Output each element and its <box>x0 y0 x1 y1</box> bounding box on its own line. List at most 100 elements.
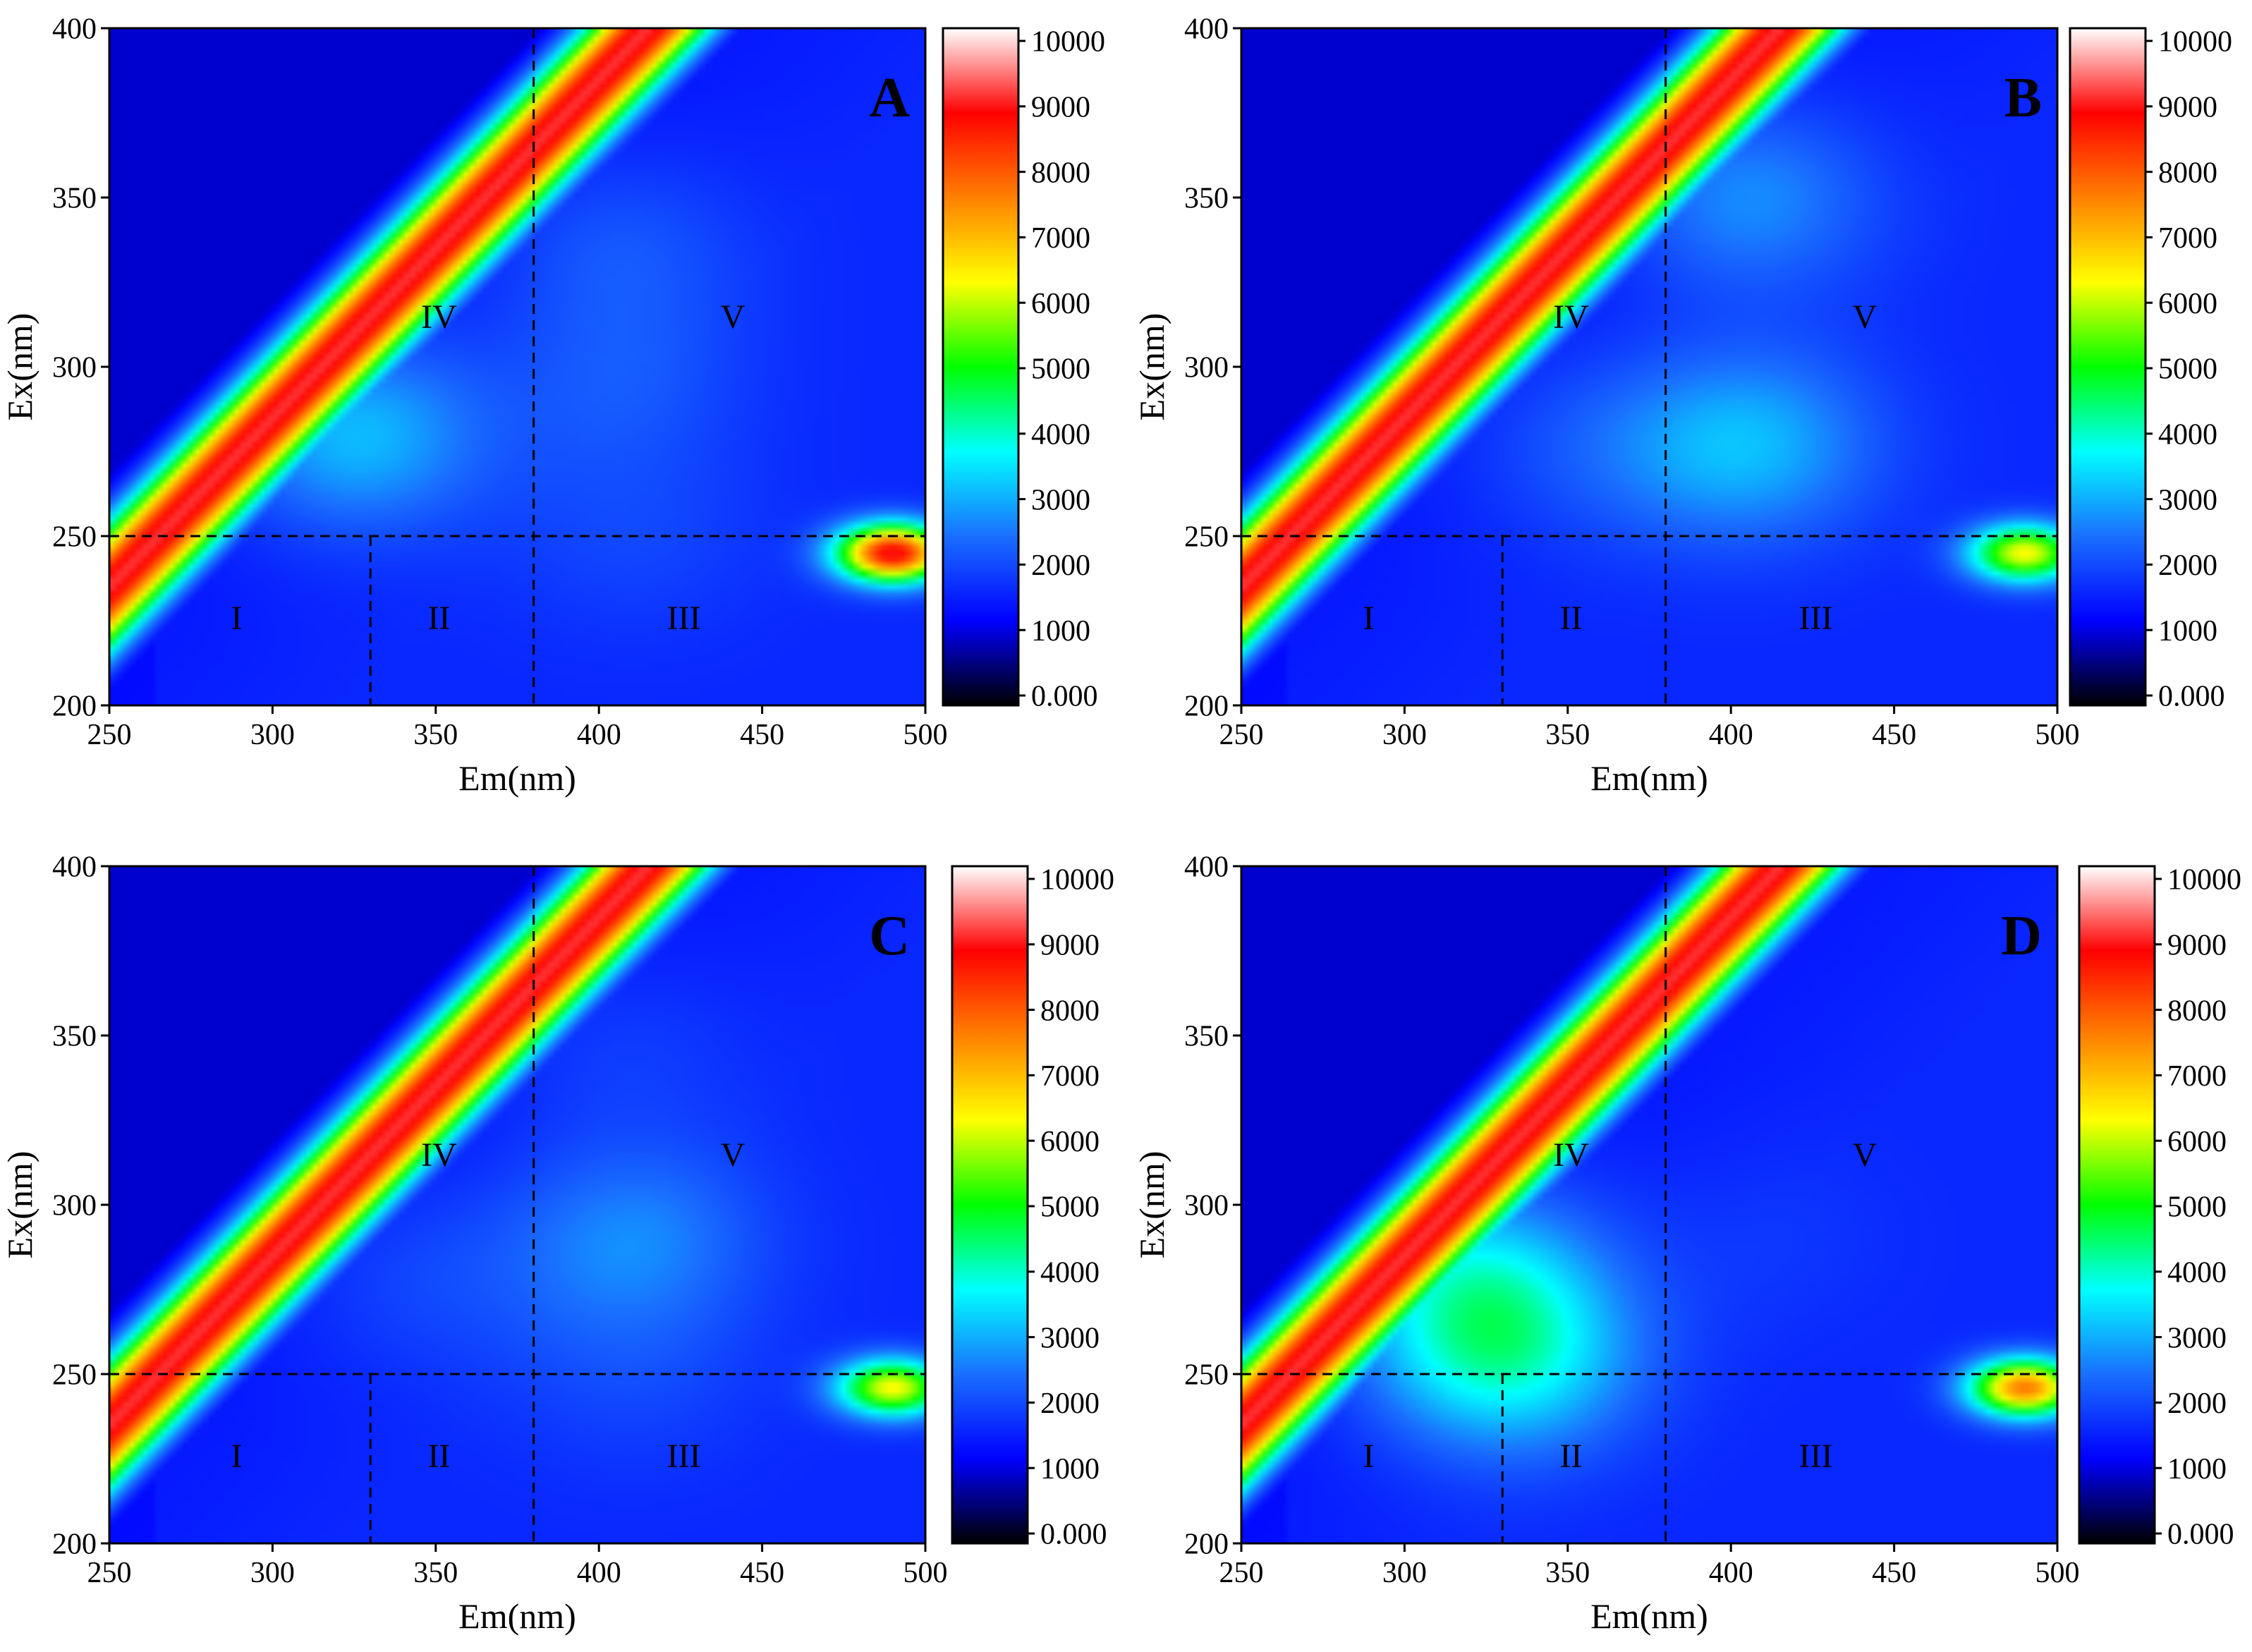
colorbar-tick-label: 8000 <box>2158 157 2217 189</box>
colorbar-tick-label: 6000 <box>1040 1126 1100 1158</box>
x-tick-label: 450 <box>740 719 784 751</box>
region-label-IV: IV <box>1553 1136 1589 1174</box>
colorbar-gradient <box>942 27 1020 707</box>
region-label-V: V <box>721 1136 745 1174</box>
x-axis-label: Em(nm) <box>1590 1596 1708 1636</box>
y-tick-label: 300 <box>1184 1190 1229 1222</box>
y-tick-label: 300 <box>1184 352 1229 384</box>
x-tick-label: 350 <box>413 1557 458 1589</box>
colorbar: 0.000 1000 2000 3000 4000 5000 6000 7000 8000 900… <box>951 864 1114 1551</box>
x-tick-label: 400 <box>1709 1557 1753 1589</box>
region-label-III: III <box>1799 600 1833 637</box>
colorbar-tick-label: 7000 <box>1040 1060 1100 1093</box>
region-label-III: III <box>667 600 701 637</box>
x-axis-label: Em(nm) <box>458 1596 576 1636</box>
region-label-III: III <box>1799 1438 1833 1475</box>
colorbar-tick-label: 4000 <box>1040 1257 1100 1289</box>
x-tick-label: 450 <box>740 1557 784 1589</box>
x-tick-label: 250 <box>1219 719 1264 751</box>
colorbar-tick-label: 2000 <box>2167 1387 2227 1420</box>
panel-letter: C <box>869 905 910 967</box>
colorbar-tick-label: 4000 <box>1031 419 1090 451</box>
y-tick-label: 400 <box>1184 13 1229 46</box>
y-tick-label: 350 <box>52 183 97 215</box>
y-tick-label: 200 <box>1184 1529 1229 1561</box>
y-tick-label: 250 <box>52 1359 97 1392</box>
x-tick-label: 300 <box>1382 1557 1427 1589</box>
x-tick-label: 450 <box>1872 1557 1916 1589</box>
region-label-I: I <box>1363 600 1374 637</box>
x-axis-label: Em(nm) <box>458 758 576 798</box>
colorbar-tick-label: 7000 <box>2158 222 2217 255</box>
region-label-V: V <box>1853 298 1877 336</box>
colorbar-tick-label: 3000 <box>2167 1322 2227 1354</box>
region-label-IV: IV <box>1553 298 1589 336</box>
colorbar-gradient <box>2069 27 2147 707</box>
x-tick-label: 400 <box>1709 719 1753 751</box>
panel-letter: A <box>869 67 910 129</box>
colorbar-tick-label: 2000 <box>1031 549 1090 582</box>
x-tick-label: 250 <box>87 719 132 751</box>
y-tick-label: 300 <box>52 352 97 384</box>
y-axis-label: Ex(nm) <box>1132 313 1171 421</box>
colorbar-tick-label: 6000 <box>2158 288 2217 320</box>
colorbar-tick-label: 5000 <box>2167 1191 2227 1224</box>
x-tick-label: 300 <box>250 1557 295 1589</box>
region-label-I: I <box>231 600 242 637</box>
colorbar-tick-label: 0.000 <box>2158 681 2225 713</box>
region-label-III: III <box>667 1438 701 1475</box>
colorbar: 0.000 1000 2000 3000 4000 5000 6000 7000 8000 900… <box>2078 864 2241 1551</box>
y-tick-label: 400 <box>52 851 97 884</box>
colorbar-tick-label: 1000 <box>1031 615 1090 648</box>
x-tick-label: 250 <box>1219 1557 1264 1589</box>
region-label-I: I <box>231 1438 242 1475</box>
y-tick-label: 200 <box>1184 691 1229 723</box>
y-tick-label: 250 <box>1184 1359 1229 1392</box>
colorbar-gradient <box>951 865 1029 1545</box>
colorbar-tick-label: 0.000 <box>1031 681 1098 713</box>
panel-letter: B <box>2004 67 2042 129</box>
region-label-II: II <box>1559 1438 1582 1475</box>
colorbar-gradient <box>2078 865 2156 1545</box>
colorbar-tick-label: 4000 <box>2167 1257 2227 1289</box>
colorbar-tick-label: 2000 <box>2158 549 2217 582</box>
y-tick-label: 300 <box>52 1190 97 1222</box>
x-tick-label: 350 <box>1545 1557 1590 1589</box>
y-tick-label: 350 <box>1184 183 1229 215</box>
colorbar-tick-label: 10000 <box>2167 864 2241 897</box>
heatmap-image <box>109 866 925 1543</box>
y-axis-label: Ex(nm) <box>0 313 39 421</box>
heatmap-image <box>1241 866 2057 1543</box>
x-tick-label: 250 <box>87 1557 132 1589</box>
x-tick-label: 400 <box>577 1557 621 1589</box>
colorbar-tick-label: 4000 <box>2158 419 2217 451</box>
heatmap-image <box>1241 28 2057 705</box>
region-label-II: II <box>427 600 450 637</box>
region-label-I: I <box>1363 1438 1374 1475</box>
colorbar-tick-label: 5000 <box>2158 353 2217 386</box>
colorbar-tick-label: 6000 <box>1031 288 1090 320</box>
colorbar-tick-label: 5000 <box>1031 353 1090 386</box>
colorbar-tick-label: 10000 <box>1040 864 1114 897</box>
heatmap-image <box>109 28 925 705</box>
colorbar: 0.000 1000 2000 3000 4000 5000 6000 7000 8000 900… <box>942 26 1105 713</box>
x-tick-label: 350 <box>413 719 458 751</box>
y-tick-label: 350 <box>1184 1021 1229 1053</box>
colorbar-tick-label: 9000 <box>1031 92 1090 124</box>
x-tick-label: 500 <box>2035 719 2080 751</box>
colorbar-tick-label: 1000 <box>2167 1453 2227 1486</box>
colorbar-tick-label: 0.000 <box>2167 1519 2234 1551</box>
colorbar-tick-label: 0.000 <box>1040 1519 1107 1551</box>
colorbar-tick-label: 5000 <box>1040 1191 1100 1224</box>
colorbar-tick-label: 9000 <box>2167 930 2227 962</box>
x-axis-label: Em(nm) <box>1590 758 1708 798</box>
x-tick-label: 500 <box>2035 1557 2080 1589</box>
colorbar-tick-label: 8000 <box>2167 995 2227 1027</box>
x-tick-label: 350 <box>1545 719 1590 751</box>
y-tick-label: 250 <box>52 521 97 554</box>
colorbar-tick-label: 1000 <box>2158 615 2217 648</box>
